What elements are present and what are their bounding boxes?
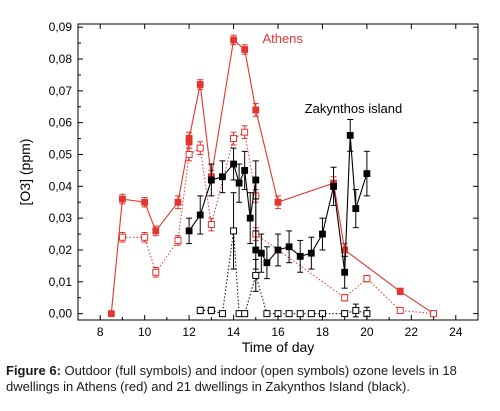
data-point: [341, 268, 349, 276]
zakynthos-indoor-series: [196, 192, 371, 321]
data-point: [219, 173, 226, 181]
y-axis-label: [O3] (ppm): [17, 139, 33, 206]
data-point: [230, 135, 238, 143]
y-tick-label: 0,00: [49, 307, 73, 321]
data-point: [346, 131, 354, 139]
data-point: [241, 167, 249, 174]
data-point: [152, 227, 160, 235]
data-point: [241, 46, 249, 53]
data-point: [430, 310, 438, 318]
athens-outdoor-line: [110, 38, 434, 315]
data-point: [196, 306, 204, 314]
data-point: [252, 246, 260, 254]
y-tick-label: 0,05: [49, 147, 73, 161]
series-annotation: Zakynthos island: [305, 101, 403, 116]
data-point: [285, 243, 293, 251]
x-tick-label: 8: [97, 325, 104, 339]
data-point: [319, 230, 326, 238]
data-point: [363, 275, 371, 283]
data-point: [230, 160, 237, 168]
y-tick-label: 0,04: [49, 179, 73, 193]
data-point: [263, 259, 271, 267]
y-tick-label: 0,07: [49, 84, 73, 98]
data-point: [119, 195, 126, 203]
data-point: [296, 252, 304, 260]
athens-indoor-series: [118, 125, 438, 318]
data-point: [185, 150, 193, 158]
x-tick-label: 16: [271, 325, 285, 339]
y-tick-label: 0,09: [49, 20, 73, 34]
x-axis-label: Time of day: [242, 339, 315, 355]
y-tick-label: 0,01: [49, 275, 73, 289]
caption-label: Figure 6:: [6, 363, 61, 378]
data-point: [341, 310, 349, 318]
data-point: [196, 144, 204, 152]
data-point: [230, 36, 237, 44]
athens-indoor-line: [122, 131, 434, 315]
data-point: [185, 227, 193, 235]
data-point: [207, 306, 215, 314]
data-point: [235, 179, 243, 187]
data-point: [307, 249, 315, 257]
data-point: [263, 310, 271, 318]
data-point: [352, 306, 360, 314]
data-point: [141, 233, 149, 241]
figure-caption: Figure 6: Outdoor (full symbols) and ind…: [6, 363, 494, 395]
data-point: [196, 81, 204, 88]
x-tick-label: 12: [182, 325, 196, 339]
data-point: [285, 310, 293, 318]
data-point: [341, 294, 349, 302]
data-point: [396, 287, 404, 295]
plot-frame: [77, 23, 479, 321]
data-point: [352, 205, 360, 213]
data-point: [246, 214, 254, 222]
data-point: [307, 310, 315, 318]
data-point: [252, 106, 260, 114]
data-point: [174, 198, 182, 206]
data-point: [241, 310, 249, 318]
data-point: [118, 233, 126, 241]
x-tick-label: 22: [405, 325, 419, 339]
data-point: [218, 310, 226, 318]
data-point: [257, 249, 265, 257]
y-tick-label: 0,08: [49, 52, 73, 66]
caption-text: Outdoor (full symbols) and indoor (open …: [6, 363, 457, 394]
data-point: [396, 306, 404, 314]
data-point: [185, 135, 193, 142]
zakynthos-outdoor-series: [185, 118, 371, 289]
data-point: [174, 236, 182, 244]
x-tick-label: 24: [449, 325, 463, 339]
data-point: [207, 176, 215, 184]
zakynthos-indoor-line: [200, 230, 368, 315]
y-tick-label: 0,03: [49, 211, 73, 225]
data-point: [107, 310, 115, 318]
data-point: [363, 170, 371, 177]
data-point: [330, 182, 337, 190]
x-tick-label: 10: [138, 325, 152, 339]
data-point: [207, 221, 215, 229]
y-tick-label: 0,02: [49, 243, 73, 257]
data-point: [274, 246, 282, 254]
zakynthos-outdoor-line: [188, 135, 368, 273]
data-point: [141, 198, 149, 206]
x-tick-label: 18: [316, 325, 330, 339]
data-point: [274, 198, 282, 206]
data-point: [241, 128, 249, 136]
data-point: [252, 271, 260, 279]
x-tick-label: 14: [227, 325, 241, 339]
data-point: [152, 268, 160, 276]
x-tick-label: 20: [360, 325, 374, 339]
data-point: [196, 211, 204, 219]
data-point: [230, 227, 238, 235]
series-annotation: Athens: [262, 31, 303, 46]
data-point: [252, 176, 260, 184]
data-point: [296, 310, 304, 318]
y-tick-label: 0,06: [49, 116, 73, 130]
